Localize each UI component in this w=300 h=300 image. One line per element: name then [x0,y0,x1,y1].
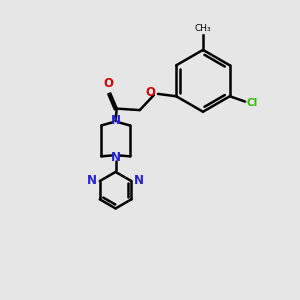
Text: O: O [104,77,114,90]
Text: O: O [146,86,156,99]
Text: CH₃: CH₃ [195,24,211,33]
Text: N: N [87,174,97,187]
Text: N: N [111,151,121,164]
Text: N: N [134,174,144,187]
Text: Cl: Cl [247,98,258,108]
Text: N: N [111,114,121,127]
